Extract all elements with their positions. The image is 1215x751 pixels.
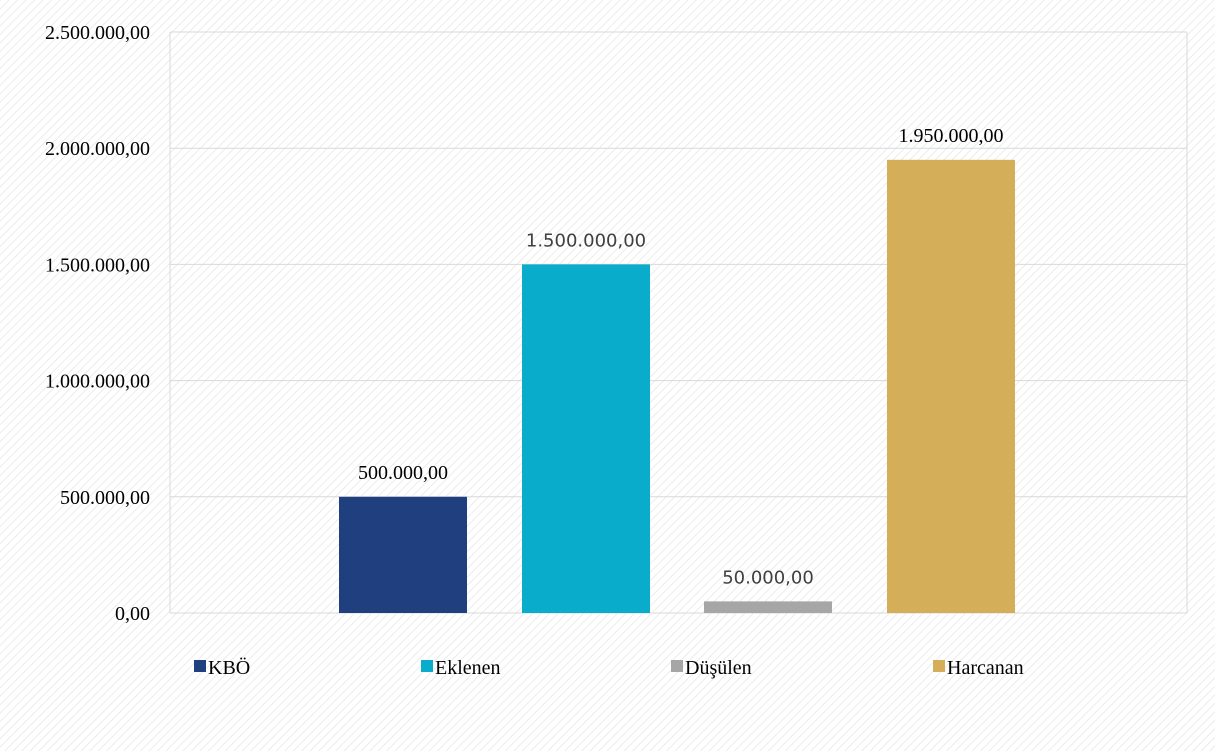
y-tick-label: 2.500.000,00: [45, 22, 150, 44]
legend-swatch: [421, 660, 433, 672]
y-tick-label: 500.000,00: [60, 487, 150, 509]
y-tick-label: 2.000.000,00: [45, 138, 150, 160]
bar-1: [339, 496, 467, 613]
bar-4: [887, 159, 1015, 613]
legend-entry: Harcanan: [947, 657, 1024, 679]
legend-swatch: [671, 660, 683, 672]
legend-swatch: [194, 660, 206, 672]
legend-entry: KBÖ: [208, 656, 250, 679]
data-label: 50.000,00: [722, 567, 814, 588]
legend-swatch: [933, 660, 945, 672]
data-labels: 500.000,00 1.500.000,00 50.000,00 1.950.000…: [358, 125, 1004, 589]
legend-entry: Düşülen: [685, 657, 752, 679]
data-label: 1.950.000,00: [899, 125, 1004, 147]
data-label: 1.500.000,00: [526, 230, 646, 251]
y-tick-label: 0,00: [115, 603, 150, 625]
y-tick-label: 1.000.000,00: [45, 371, 150, 393]
data-label: 500.000,00: [358, 462, 448, 484]
y-tick-label: 1.500.000,00: [45, 254, 150, 276]
legend-entry: Eklenen: [435, 657, 501, 679]
bars: [339, 159, 1015, 613]
legend: KBÖ Eklenen Düşülen Harcanan: [194, 656, 1024, 679]
bar-2: [522, 264, 650, 613]
y-axis: 0,00 500.000,00 1.000.000,00 1.500.000,00 2.…: [45, 22, 150, 625]
bar-3: [704, 601, 832, 613]
